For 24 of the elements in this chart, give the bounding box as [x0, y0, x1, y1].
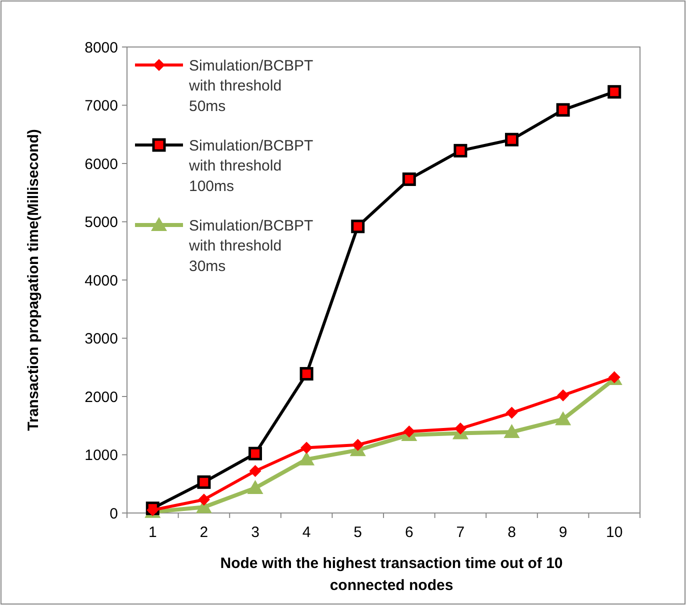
x-tick-label: 9: [558, 524, 568, 541]
y-tick-label: 4000: [84, 272, 118, 290]
x-tick-label: 1: [148, 524, 157, 541]
y-tick-label: 6000: [84, 156, 118, 173]
x-tick-label: 4: [302, 524, 311, 541]
x-tick-label: 8: [508, 524, 516, 541]
legend-label: Simulation/BCBPT with threshold 50ms: [188, 57, 314, 115]
legend-label: Simulation/BCBPT with threshold 100ms: [188, 137, 314, 195]
x-tick-label: 3: [251, 524, 260, 541]
x-tick-label: 7: [456, 524, 465, 541]
y-tick-label: 7000: [84, 98, 118, 114]
y-axis-title: Transaction propagation time(Millisecond): [25, 129, 42, 431]
y-tick-label: 0: [110, 505, 118, 522]
y-tick-label: 8000: [84, 39, 118, 56]
legend-label: Simulation/BCBPT with threshold 30ms: [188, 217, 314, 275]
y-tick-label: 1000: [84, 447, 118, 464]
x-tick-label: 5: [354, 524, 362, 541]
x-tick-label: 10: [606, 524, 623, 541]
y-tick-label: 2000: [84, 388, 118, 406]
y-tick-label: 3000: [84, 330, 118, 348]
y-tick-label: 5000: [84, 214, 118, 231]
x-axis-title: Node with the highest transaction time out of 10 connected nodes: [220, 555, 563, 594]
x-tick-label: 6: [404, 524, 414, 541]
x-tick-label: 2: [200, 524, 208, 541]
